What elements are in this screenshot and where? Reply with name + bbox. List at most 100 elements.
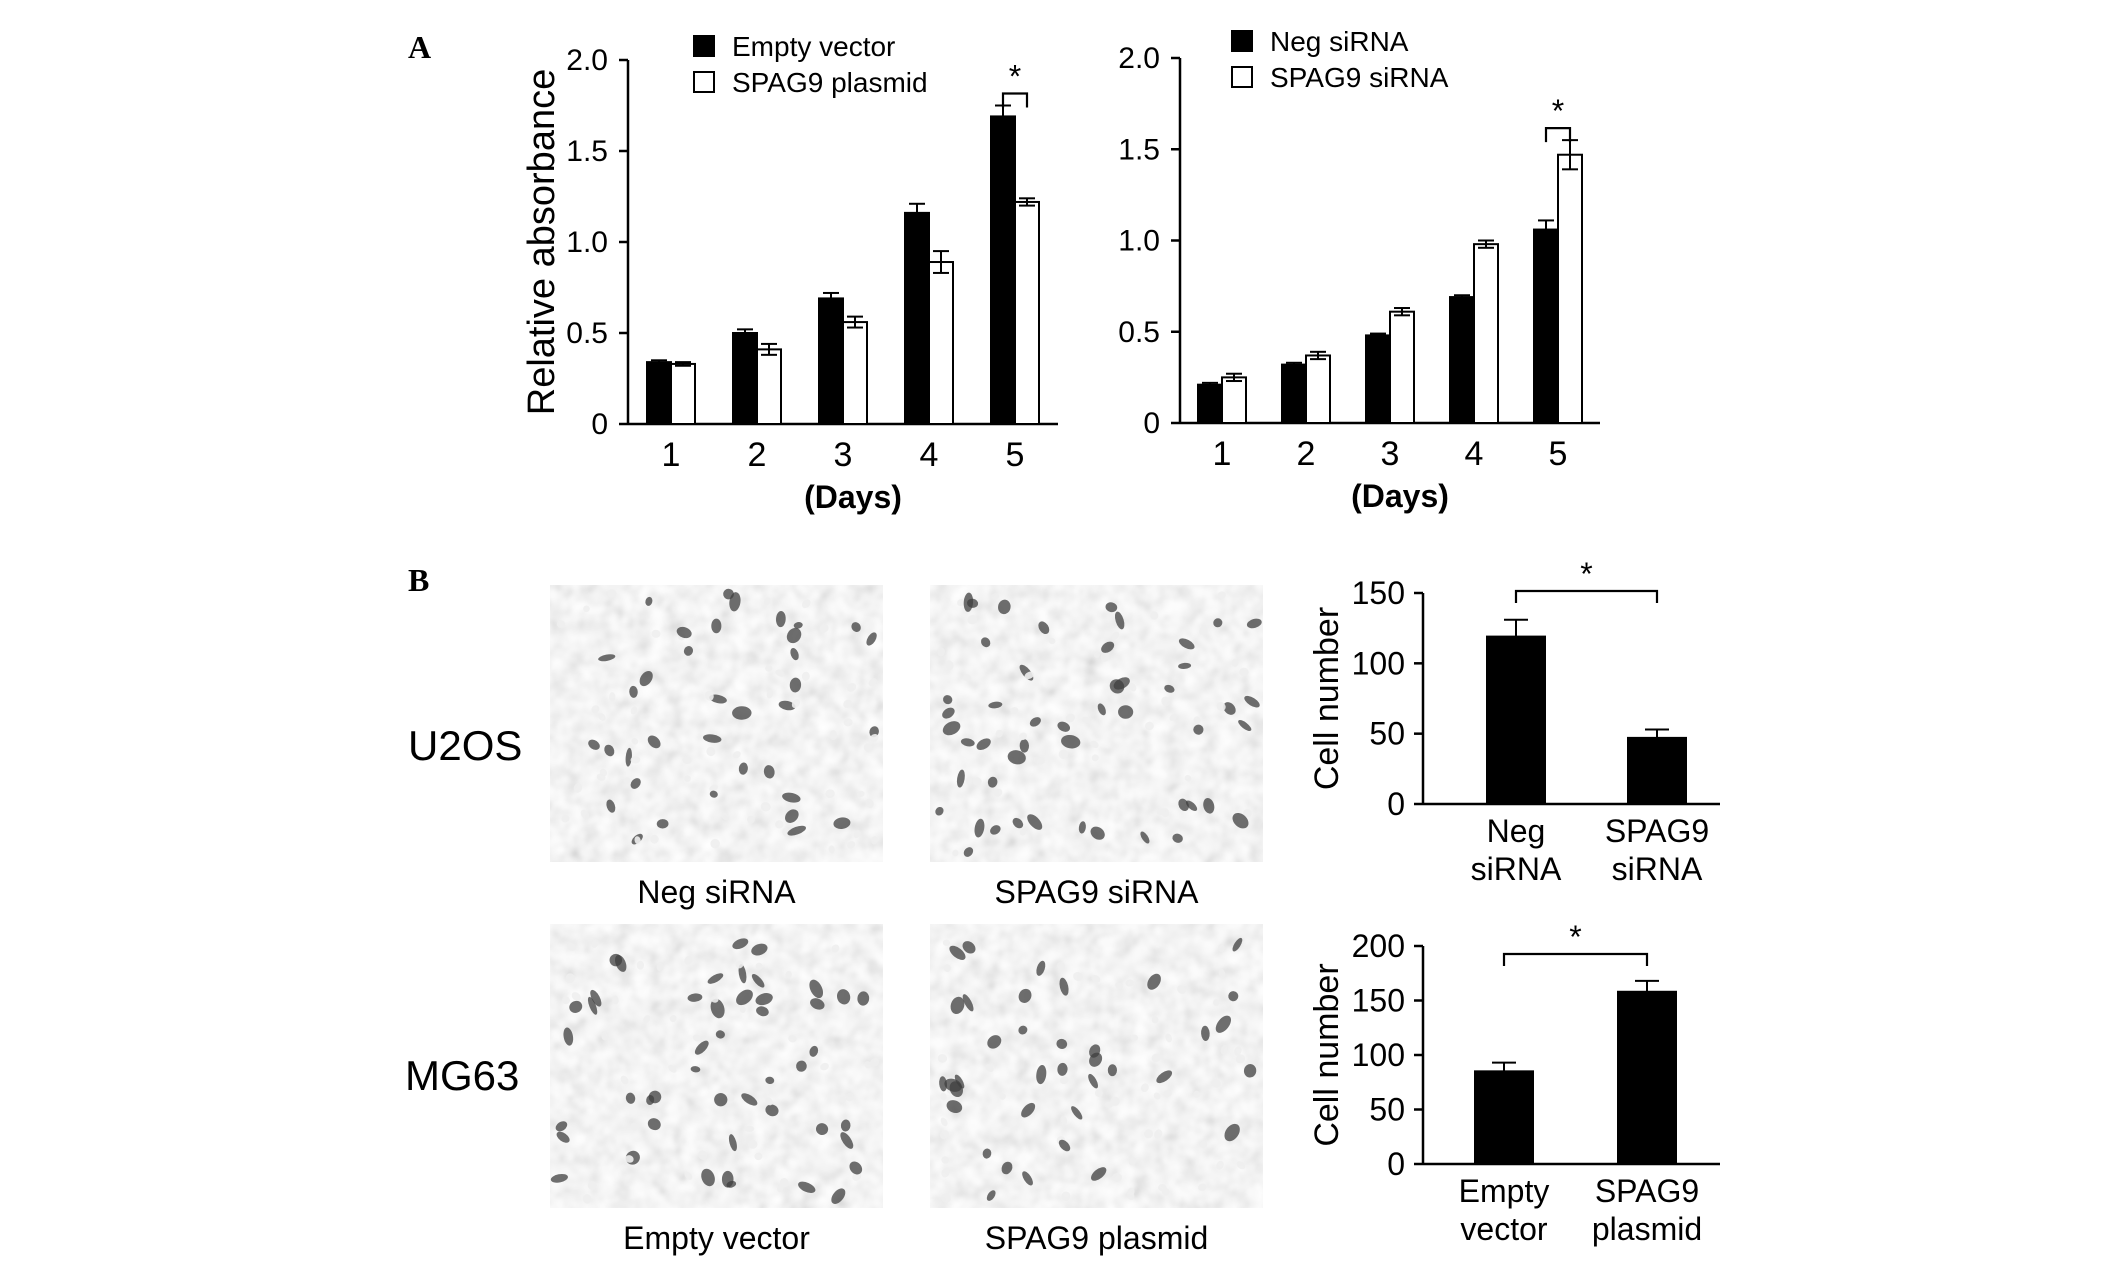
- cell: [1113, 677, 1130, 690]
- cell: [1048, 637, 1056, 645]
- cell: [1223, 702, 1236, 715]
- y-tick-label: 200: [1352, 928, 1405, 964]
- cell: [1234, 1046, 1242, 1056]
- y-tick-label: 50: [1369, 1092, 1405, 1128]
- cell: [1057, 721, 1071, 732]
- x-tick-label: 1: [662, 436, 681, 474]
- cell: [986, 1190, 996, 1201]
- cell: [1010, 707, 1019, 715]
- cell: [1021, 1102, 1036, 1118]
- cell: [1165, 1033, 1172, 1043]
- cell: [815, 1123, 829, 1136]
- cell: [1163, 1090, 1172, 1097]
- cell: [801, 671, 810, 681]
- cell: [755, 962, 763, 970]
- x-tick-label: vector: [1460, 1211, 1547, 1247]
- cell: [1201, 1025, 1210, 1041]
- cell: [940, 1092, 947, 1101]
- x-tick-label: plasmid: [1592, 1211, 1702, 1247]
- cell: [775, 820, 784, 829]
- cell: [775, 669, 785, 677]
- panel-a-label: A: [408, 29, 431, 65]
- cell: [625, 1092, 636, 1104]
- cell: [974, 818, 985, 838]
- cell: [788, 1034, 797, 1043]
- cell: [962, 941, 976, 954]
- cell: [643, 1015, 651, 1024]
- cell: [865, 798, 874, 808]
- cell: [840, 1132, 854, 1149]
- cell: [833, 817, 851, 829]
- cell: [849, 1161, 863, 1175]
- cell: [598, 654, 616, 662]
- cell: [721, 812, 729, 821]
- cell: [715, 1030, 725, 1039]
- cell: [937, 1054, 948, 1063]
- cell: [857, 991, 870, 1006]
- cell: [710, 996, 719, 1003]
- y-tick-label: 1.0: [566, 226, 608, 259]
- cell: [777, 1184, 784, 1193]
- y-tick-label: 1.5: [1118, 133, 1160, 166]
- cell: [819, 624, 829, 633]
- cell: [656, 819, 669, 829]
- chart-a-left: 0 0.5 1.0 1.5 2.0 1 2 3 4 5 * (Days) Relative absorb…: [521, 31, 1058, 515]
- bar: [670, 362, 696, 426]
- cell: [587, 1180, 597, 1190]
- cell: [1036, 1065, 1047, 1085]
- bar: [1305, 354, 1331, 425]
- cell: [785, 809, 799, 823]
- cell: [760, 802, 771, 812]
- cell: [569, 1000, 583, 1013]
- significance-star: *: [1009, 59, 1021, 95]
- cell: [763, 765, 775, 779]
- cell: [636, 960, 645, 970]
- cell: [846, 682, 857, 692]
- y-axis-label: Relative absorbance: [521, 69, 563, 415]
- cell: [1238, 720, 1252, 732]
- cell: [1115, 982, 1123, 990]
- cell: [782, 827, 790, 837]
- cell: [629, 685, 638, 698]
- cell: [1107, 1064, 1118, 1077]
- cell: [1193, 1090, 1201, 1098]
- cell: [1018, 1025, 1028, 1035]
- cell: [612, 995, 619, 1005]
- x-tick-label: 5: [1006, 436, 1025, 474]
- cell: [756, 1006, 769, 1017]
- cell: [707, 973, 724, 984]
- cell: [710, 838, 720, 849]
- cell: [941, 1193, 951, 1203]
- cell: [1172, 833, 1183, 843]
- y-tick-label: 50: [1369, 716, 1405, 752]
- cell: [1246, 618, 1262, 629]
- cell: [840, 1119, 851, 1132]
- cell: [1154, 1129, 1163, 1139]
- cell: [1126, 1191, 1135, 1200]
- cell: [1150, 611, 1159, 620]
- y-tick-label: 2.0: [1118, 42, 1160, 75]
- cell: [1220, 1044, 1228, 1055]
- cell: [1090, 826, 1105, 840]
- cell: [690, 1066, 701, 1073]
- cell: [571, 992, 581, 1001]
- cell: [723, 588, 734, 600]
- cell: [945, 660, 954, 671]
- legend-label: Neg siRNA: [1270, 26, 1409, 57]
- cell: [751, 943, 768, 956]
- cell: [684, 955, 693, 965]
- cell: [939, 1076, 948, 1092]
- cell: [1178, 638, 1195, 650]
- cell: [825, 789, 835, 799]
- cell: [942, 939, 951, 946]
- cell: [1216, 1160, 1224, 1170]
- cell: [831, 1188, 846, 1204]
- micrograph-caption: SPAG9 siRNA: [995, 874, 1200, 910]
- bar: [732, 332, 758, 425]
- cell: [765, 1097, 773, 1106]
- legend-label: SPAG9 plasmid: [732, 67, 928, 98]
- cell: [1094, 1089, 1103, 1098]
- cell: [1091, 975, 1101, 983]
- cell: [1057, 961, 1066, 971]
